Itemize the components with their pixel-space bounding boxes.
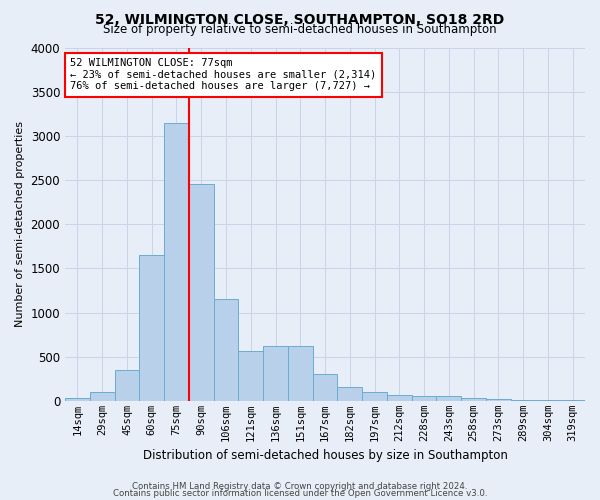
Bar bbox=[362, 392, 387, 401]
Bar bbox=[214, 300, 238, 401]
Bar bbox=[461, 398, 486, 401]
Y-axis label: Number of semi-detached properties: Number of semi-detached properties bbox=[15, 121, 25, 327]
Text: 52, WILMINGTON CLOSE, SOUTHAMPTON, SO18 2RD: 52, WILMINGTON CLOSE, SOUTHAMPTON, SO18 … bbox=[95, 12, 505, 26]
Bar bbox=[412, 396, 436, 401]
Bar bbox=[164, 122, 189, 401]
Bar bbox=[387, 394, 412, 401]
Text: 52 WILMINGTON CLOSE: 77sqm
← 23% of semi-detached houses are smaller (2,314)
76%: 52 WILMINGTON CLOSE: 77sqm ← 23% of semi… bbox=[70, 58, 376, 92]
Bar bbox=[65, 398, 90, 401]
Bar bbox=[288, 346, 313, 401]
Bar bbox=[189, 184, 214, 401]
Bar bbox=[238, 350, 263, 401]
Text: Size of property relative to semi-detached houses in Southampton: Size of property relative to semi-detach… bbox=[103, 22, 497, 36]
Bar bbox=[139, 255, 164, 401]
Text: Contains HM Land Registry data © Crown copyright and database right 2024.: Contains HM Land Registry data © Crown c… bbox=[132, 482, 468, 491]
X-axis label: Distribution of semi-detached houses by size in Southampton: Distribution of semi-detached houses by … bbox=[143, 450, 508, 462]
Bar bbox=[90, 392, 115, 401]
Bar bbox=[511, 400, 535, 401]
Bar bbox=[337, 387, 362, 401]
Text: Contains public sector information licensed under the Open Government Licence v3: Contains public sector information licen… bbox=[113, 489, 487, 498]
Bar bbox=[486, 399, 511, 401]
Bar bbox=[263, 346, 288, 401]
Bar bbox=[436, 396, 461, 401]
Bar bbox=[313, 374, 337, 401]
Bar bbox=[115, 370, 139, 401]
